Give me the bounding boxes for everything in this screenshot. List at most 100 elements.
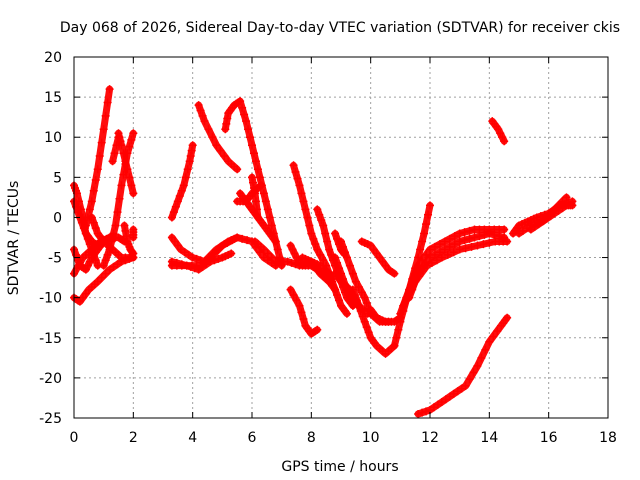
- series-track-42: [527, 193, 570, 233]
- data-point-marker: [424, 210, 433, 219]
- data-point-marker: [101, 269, 110, 278]
- data-point-marker: [546, 209, 555, 218]
- x-axis-label: GPS time / hours: [281, 459, 398, 475]
- data-point-marker: [99, 261, 108, 270]
- data-point-marker: [333, 290, 342, 299]
- x-tick-label: 12: [421, 430, 439, 446]
- x-tick-label: 18: [599, 430, 617, 446]
- data-point-marker: [479, 240, 488, 249]
- y-tick-label: -5: [48, 251, 62, 267]
- data-point-marker: [114, 133, 123, 142]
- data-point-marker: [129, 249, 138, 258]
- data-point-marker: [427, 258, 436, 267]
- data-point-marker: [288, 245, 297, 254]
- data-point-marker: [101, 256, 110, 265]
- data-point-marker: [335, 240, 344, 249]
- data-point-marker: [194, 101, 203, 110]
- data-point-marker: [91, 176, 100, 185]
- markers-track-31: [348, 285, 399, 358]
- data-point-marker: [558, 197, 567, 206]
- data-point-marker: [87, 197, 96, 206]
- data-point-marker: [93, 277, 102, 286]
- data-point-marker: [415, 272, 424, 281]
- data-point-marker: [117, 181, 126, 190]
- data-point-marker: [177, 186, 186, 195]
- data-point-marker: [220, 151, 229, 160]
- y-tick-label: -20: [39, 371, 62, 387]
- data-point-marker: [316, 250, 325, 259]
- data-point-marker: [192, 254, 201, 263]
- data-point-marker: [167, 213, 176, 222]
- data-point-marker: [263, 205, 272, 214]
- data-point-marker: [248, 173, 256, 182]
- data-point-marker: [74, 197, 83, 206]
- data-point-marker: [125, 173, 134, 182]
- data-point-marker: [396, 317, 405, 326]
- data-point-marker: [85, 205, 94, 214]
- data-point-marker: [538, 217, 547, 226]
- data-point-marker: [362, 299, 371, 308]
- data-point-marker: [455, 229, 464, 238]
- data-point-marker: [249, 184, 258, 193]
- series-track-10: [109, 133, 122, 165]
- data-point-marker: [283, 257, 292, 266]
- data-point-marker: [248, 178, 257, 187]
- data-point-marker: [167, 233, 176, 242]
- data-point-marker: [218, 241, 227, 250]
- markers-track-32: [357, 237, 399, 278]
- data-point-marker: [109, 229, 118, 238]
- data-point-marker: [481, 345, 490, 354]
- data-point-marker: [331, 253, 340, 262]
- data-point-marker: [356, 307, 365, 316]
- data-point-marker: [348, 285, 357, 294]
- data-point-marker: [338, 274, 347, 283]
- data-point-marker: [335, 296, 344, 305]
- axis-ticks: 0 2 4 6 8 10 12 14 16 18 -25 -20 -15 -10 -5 0 5 10 15 20: [39, 50, 617, 446]
- data-point-marker: [259, 245, 268, 254]
- data-point-marker: [297, 308, 306, 317]
- data-point-marker: [187, 146, 196, 155]
- data-point-marker: [91, 224, 100, 233]
- data-point-marker: [461, 381, 470, 390]
- data-point-marker: [407, 285, 416, 294]
- data-point-marker: [494, 125, 503, 134]
- x-tick-label: 0: [70, 430, 79, 446]
- data-point-marker: [256, 181, 265, 190]
- data-point-marker: [419, 266, 428, 275]
- data-point-marker: [171, 202, 180, 211]
- chart-title: Day 068 of 2026, Sidereal Day-to-day VTE…: [60, 20, 620, 36]
- data-point-marker: [554, 201, 563, 210]
- data-point-marker: [97, 138, 106, 147]
- data-point-marker: [87, 213, 96, 222]
- data-point-marker: [210, 256, 219, 265]
- data-point-marker: [255, 173, 264, 182]
- data-point-marker: [196, 106, 205, 115]
- x-tick-label: 10: [362, 430, 380, 446]
- data-point-marker: [321, 229, 330, 238]
- data-point-marker: [477, 353, 486, 362]
- data-point-marker: [450, 240, 459, 249]
- data-point-marker: [119, 149, 128, 158]
- data-point-marker: [333, 234, 342, 243]
- x-tick-label: 14: [480, 430, 498, 446]
- data-point-marker: [113, 208, 122, 217]
- data-point-marker: [313, 205, 322, 214]
- data-point-marker: [435, 240, 444, 249]
- data-point-marker: [222, 119, 231, 128]
- data-point-marker: [173, 197, 182, 206]
- data-point-marker: [115, 194, 124, 203]
- data-point-marker: [227, 249, 236, 258]
- data-point-marker: [183, 165, 192, 174]
- data-point-marker: [342, 309, 351, 318]
- data-point-marker: [238, 103, 247, 112]
- data-point-marker: [550, 205, 559, 214]
- data-point-marker: [246, 133, 255, 142]
- data-point-marker: [186, 262, 195, 271]
- data-point-marker: [244, 125, 253, 134]
- data-point-marker: [101, 111, 110, 120]
- data-point-marker: [242, 117, 251, 126]
- data-point-marker: [430, 242, 439, 251]
- data-point-marker: [170, 237, 179, 246]
- data-point-marker: [265, 213, 274, 222]
- data-point-marker: [450, 232, 459, 241]
